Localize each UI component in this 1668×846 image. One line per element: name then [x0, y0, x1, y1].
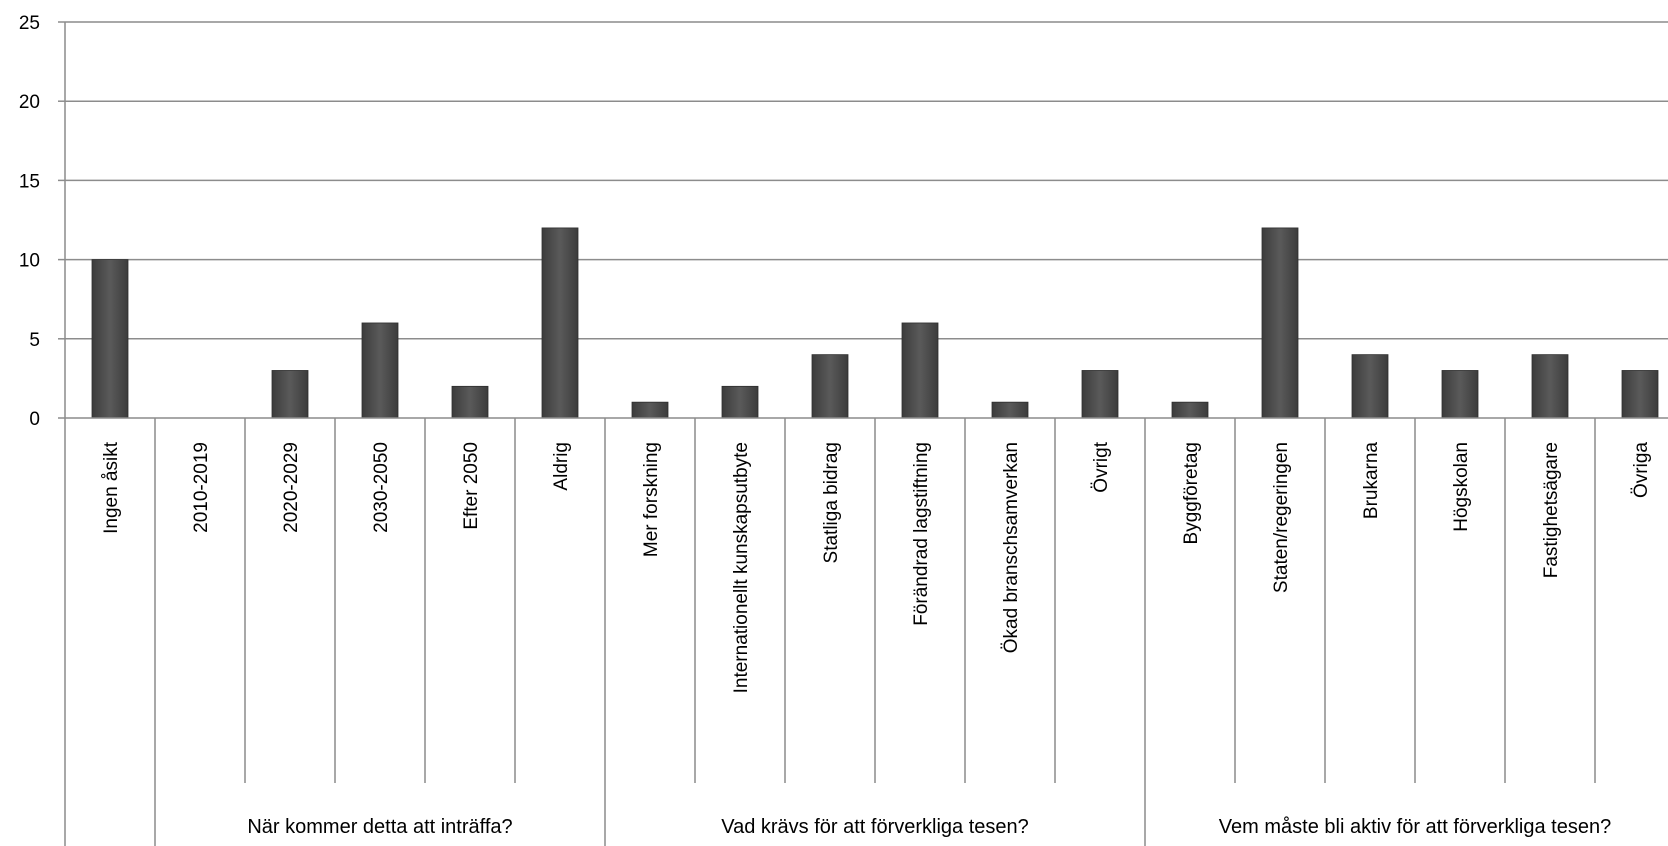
category-label: Övriga [1631, 442, 1652, 498]
category-label: Staten/regeringen [1271, 442, 1292, 593]
bar [91, 259, 129, 419]
bar [451, 385, 489, 419]
group-label: Vem måste bli aktiv för att förverkliga … [1219, 816, 1611, 838]
category-label: Fastighetsägare [1541, 442, 1562, 578]
gridlines [65, 21, 1668, 340]
category-label: Efter 2050 [461, 442, 482, 530]
bar [631, 401, 669, 419]
category-label: Ökad branschsamverkan [1001, 442, 1022, 653]
category-label: Brukarna [1361, 442, 1382, 520]
y-tick-label: 0 [29, 409, 40, 430]
category-label: Statliga bidrag [821, 442, 842, 563]
category-label: 2010-2019 [191, 442, 212, 533]
category-label: Aldrig [551, 442, 572, 491]
bar [901, 322, 939, 419]
bar [1621, 370, 1659, 419]
y-axis-ticks: 0 5 10 15 20 25 [19, 13, 65, 430]
y-tick-label: 20 [19, 92, 40, 113]
bar [811, 354, 849, 419]
category-label: Förändrad lagstiftning [911, 442, 932, 626]
bar [271, 370, 309, 419]
bar [1351, 354, 1389, 419]
category-label: Mer forskning [641, 442, 662, 557]
bar [1261, 227, 1299, 419]
bar [1171, 401, 1209, 419]
y-tick-label: 25 [19, 13, 40, 34]
bar [361, 322, 399, 419]
bar [1441, 370, 1479, 419]
group-label: När kommer detta att inträffa? [247, 816, 512, 838]
bars [91, 227, 1659, 419]
category-label: 2020-2029 [281, 442, 302, 533]
category-label: Högskolan [1451, 442, 1472, 532]
axes [64, 22, 1668, 846]
bar [991, 401, 1029, 419]
group-labels: När kommer detta att inträffa? Vad krävs … [247, 816, 1611, 838]
category-label: 2030-2050 [371, 442, 392, 533]
category-label: Internationellt kunskapsutbyte [731, 442, 752, 693]
category-labels: Ingen åsikt 2010-2019 2020-2029 2030-2050 Ef… [101, 441, 1652, 693]
bar [1081, 370, 1119, 419]
bar [1531, 354, 1569, 419]
category-label: Byggföretag [1181, 442, 1202, 544]
y-tick-label: 15 [19, 171, 40, 192]
bar [721, 385, 759, 419]
y-tick-label: 5 [29, 330, 40, 351]
group-label: Vad krävs för att förverkliga tesen? [721, 816, 1029, 838]
bar [541, 227, 579, 419]
category-label: Ingen åsikt [101, 441, 122, 534]
category-label: Övrigt [1091, 441, 1112, 492]
y-tick-label: 10 [19, 251, 40, 272]
